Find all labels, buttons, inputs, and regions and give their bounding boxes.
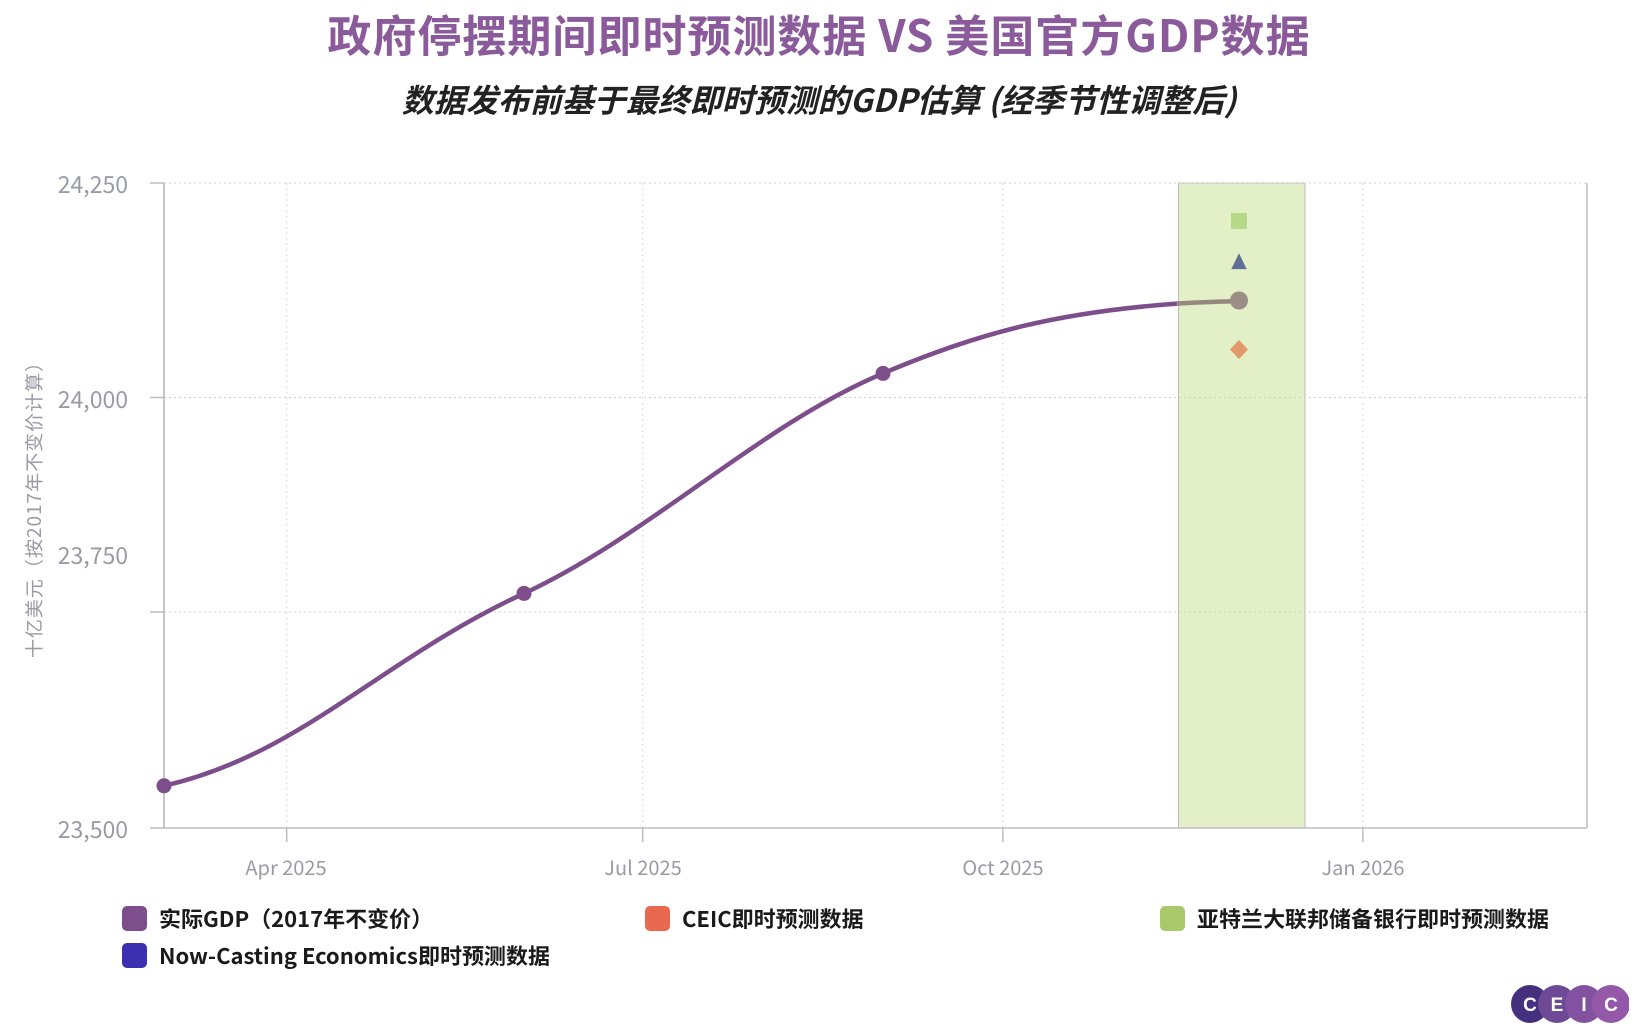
svg-text:I: I [1581,995,1586,1016]
svg-text:C: C [1604,995,1618,1016]
svg-text:C: C [1523,995,1537,1016]
svg-text:E: E [1551,995,1564,1016]
